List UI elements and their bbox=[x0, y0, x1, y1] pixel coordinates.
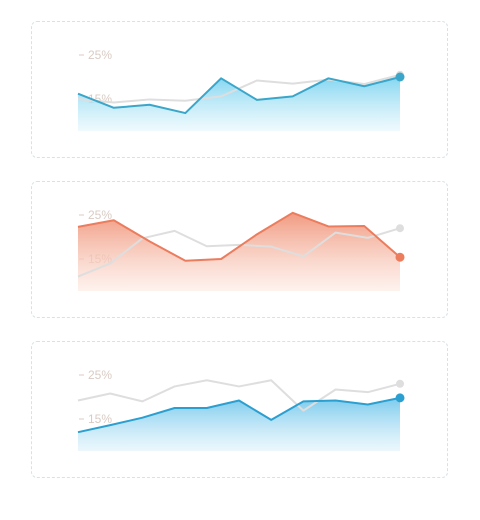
chart-3: 25% 15% bbox=[77, 368, 405, 451]
series-line-secondary bbox=[77, 379, 401, 412]
chart-card-1 bbox=[31, 21, 448, 158]
y-tick-label: 25% bbox=[88, 208, 112, 222]
y-tick-label: 25% bbox=[88, 48, 112, 62]
series-line-primary bbox=[77, 396, 401, 434]
area-fill bbox=[78, 212, 400, 291]
series-end-point-primary bbox=[395, 72, 405, 82]
series-line-secondary bbox=[77, 227, 401, 278]
chart-2: 25%15% bbox=[77, 208, 405, 291]
chart-1: 25%15% bbox=[77, 48, 405, 131]
series-end-point-secondary bbox=[396, 224, 404, 233]
y-tick-label: 15% bbox=[88, 412, 112, 426]
series-line-primary bbox=[77, 211, 401, 262]
chart-card-2 bbox=[31, 181, 448, 318]
area-fill bbox=[78, 397, 400, 451]
series-end-point-primary bbox=[395, 393, 405, 403]
series-line-primary bbox=[77, 76, 401, 115]
series-end-point-primary bbox=[395, 252, 405, 262]
chart-card-3 bbox=[31, 341, 448, 478]
series-end-point-secondary bbox=[396, 379, 404, 388]
area-fill bbox=[78, 77, 400, 131]
y-tick-label: 25% bbox=[88, 368, 112, 382]
